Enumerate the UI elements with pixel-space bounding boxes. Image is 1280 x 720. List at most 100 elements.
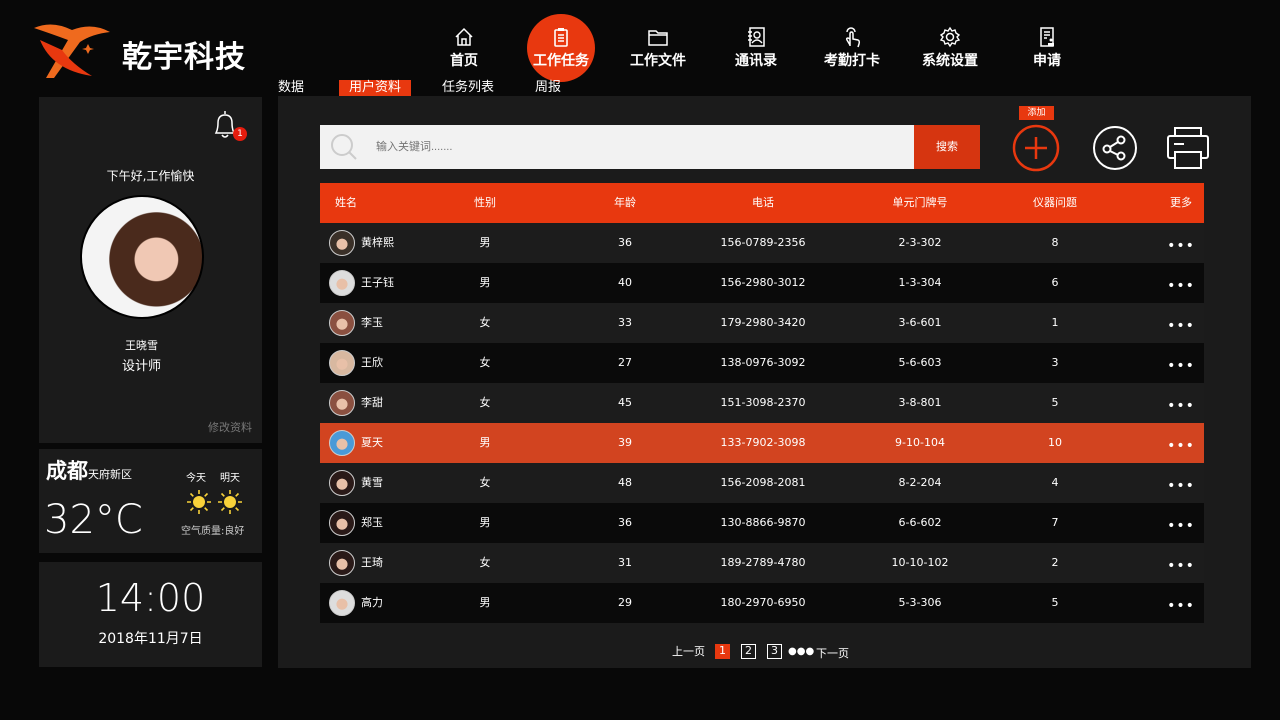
subnav-tab-2[interactable]: 任务列表 [442, 80, 495, 95]
cell: 女 [479, 556, 491, 569]
column-header[interactable]: 年龄 [614, 196, 636, 209]
cell: 9-10-104 [895, 436, 945, 449]
table-header: 姓名 性别 年龄 电话 单元门牌号 仪器问题 更多 [320, 183, 1204, 223]
user-title: 设计师 [121, 359, 161, 374]
cell: 40 [618, 276, 632, 289]
row-avatar [329, 310, 355, 336]
more-button[interactable]: ••• [1167, 358, 1195, 374]
table-row[interactable]: 李甜 女 45 151-3098-2370 3-8-801 5 ••• [320, 383, 1204, 423]
clock-date: 2018年11月7日 [98, 631, 203, 647]
column-header[interactable]: 姓名 [335, 196, 357, 209]
row-avatar [329, 510, 355, 536]
subnav-tab-3[interactable]: 周报 [535, 80, 562, 95]
air-quality: 空气质量:良好 [181, 526, 245, 537]
add-tooltip: 添加 [1019, 106, 1054, 120]
table-row[interactable]: 王子钰 男 40 156-2980-3012 1-3-304 6 ••• [320, 263, 1204, 303]
hand-tap-icon [845, 27, 861, 48]
add-button[interactable] [1012, 124, 1060, 172]
search-button[interactable]: 搜索 [914, 125, 980, 169]
cell: 男 [479, 236, 491, 249]
page-button-1[interactable]: 1 [715, 644, 730, 659]
subnav-tab-1[interactable]: 用户资料 [339, 80, 412, 96]
today-label: 今天 [186, 473, 206, 484]
table-row[interactable]: 王琦 女 31 189-2789-4780 10-10-102 2 ••• [320, 543, 1204, 583]
cell: 8-2-204 [898, 476, 942, 489]
more-button[interactable]: ••• [1167, 238, 1195, 254]
cell-name: 王琦 [361, 556, 383, 569]
clipboard-icon [554, 28, 568, 47]
more-button[interactable]: ••• [1167, 278, 1195, 294]
more-button[interactable]: ••• [1167, 438, 1195, 454]
nav-label: 工作文件 [630, 53, 686, 69]
nav-item-0[interactable]: 首页 [419, 14, 509, 82]
column-header[interactable]: 电话 [752, 196, 774, 209]
cell-name: 李甜 [361, 396, 383, 409]
cell: 36 [618, 236, 632, 249]
nav-item-4[interactable]: 考勤打卡 [807, 14, 897, 82]
cell: 男 [479, 516, 491, 529]
page-button-2[interactable]: 2 [741, 644, 756, 659]
table-row[interactable]: 王欣 女 27 138-0976-3092 5-6-603 3 ••• [320, 343, 1204, 383]
cell: 31 [618, 556, 632, 569]
cell: 10-10-102 [891, 556, 949, 569]
share-button[interactable] [1092, 125, 1138, 171]
cell: 39 [618, 436, 632, 449]
row-avatar [329, 430, 355, 456]
nav-label: 首页 [450, 53, 478, 69]
more-button[interactable]: ••• [1167, 598, 1195, 614]
table-row[interactable]: 黄雪 女 48 156-2098-2081 8-2-204 4 ••• [320, 463, 1204, 503]
nav-label: 系统设置 [922, 53, 978, 69]
cell: 10 [1048, 436, 1062, 449]
cell-name: 黄雪 [361, 476, 383, 489]
subnav-tab-0[interactable]: 数据 [278, 80, 305, 95]
cell: 45 [618, 396, 632, 409]
weather-panel: 成都天府新区 32°C 今天 明天 空气质量:良好 [39, 449, 262, 553]
more-button[interactable]: ••• [1167, 398, 1195, 414]
home-icon [455, 27, 473, 46]
cell: 女 [479, 476, 491, 489]
table-row[interactable]: 李玉 女 33 179-2980-3420 3-6-601 1 ••• [320, 303, 1204, 343]
table-row[interactable]: 高力 男 29 180-2970-6950 5-3-306 5 ••• [320, 583, 1204, 623]
nav-item-6[interactable]: 申请 [1002, 14, 1092, 82]
cell: 男 [479, 596, 491, 609]
more-button[interactable]: ••• [1167, 558, 1195, 574]
column-header[interactable]: 仪器问题 [1033, 196, 1077, 209]
cell: 6-6-602 [898, 516, 942, 529]
cell-name: 夏天 [361, 436, 383, 449]
more-button[interactable]: ••• [1167, 478, 1195, 494]
edit-profile-link[interactable]: 修改资料 [208, 421, 252, 434]
nav-item-2[interactable]: 工作文件 [613, 14, 703, 82]
gear-icon [939, 26, 961, 48]
print-button[interactable] [1166, 126, 1210, 170]
cell: 女 [479, 396, 491, 409]
row-avatar [329, 470, 355, 496]
cell: 6 [1051, 276, 1059, 289]
search-input[interactable] [376, 133, 896, 161]
more-button[interactable]: ••• [1167, 518, 1195, 534]
more-button[interactable]: ••• [1167, 318, 1195, 334]
cell: 29 [618, 596, 632, 609]
district: 天府新区 [88, 468, 132, 481]
contacts-icon [748, 27, 765, 47]
notification-button[interactable]: 1 [211, 109, 247, 143]
nav-item-5[interactable]: 系统设置 [905, 14, 995, 82]
cell: 5 [1051, 596, 1059, 609]
column-header[interactable]: 性别 [474, 196, 496, 209]
page-button-3[interactable]: 3 [767, 644, 782, 659]
row-avatar [329, 550, 355, 576]
pagination-ellipsis: ●●● [788, 646, 815, 657]
next-page-button[interactable]: 下一页 [816, 647, 849, 660]
column-header[interactable]: 单元门牌号 [892, 196, 948, 209]
cell: 179-2980-3420 [720, 316, 806, 329]
table-row[interactable]: 黄梓熙 男 36 156-0789-2356 2-3-302 8 ••• [320, 223, 1204, 263]
cell: 2-3-302 [898, 236, 942, 249]
cell: 5 [1051, 396, 1059, 409]
table-row[interactable]: 郑玉 男 36 130-8866-9870 6-6-602 7 ••• [320, 503, 1204, 543]
nav-item-1[interactable]: 工作任务 [516, 14, 606, 82]
nav-item-3[interactable]: 通讯录 [711, 14, 801, 82]
table-row[interactable]: 夏天 男 39 133-7902-3098 9-10-104 10 ••• [320, 423, 1204, 463]
row-avatar [329, 390, 355, 416]
prev-page-button[interactable]: 上一页 [672, 645, 705, 658]
search-bar [320, 125, 914, 169]
logo-icon [34, 24, 110, 79]
